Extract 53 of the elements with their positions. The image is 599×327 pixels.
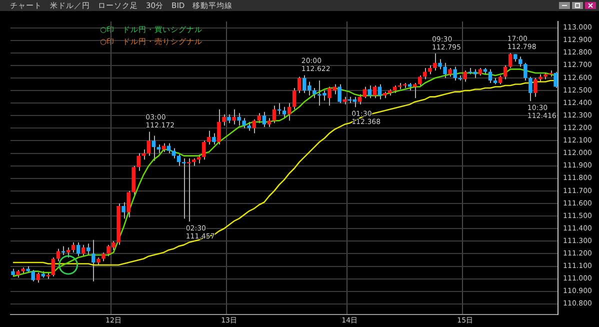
candlestick: [182, 158, 186, 220]
candlestick: [257, 112, 262, 124]
candlestick: [554, 71, 558, 89]
candlestick: [262, 111, 266, 128]
candlestick: [292, 88, 296, 110]
candlestick: [186, 158, 191, 222]
candlestick: [508, 52, 512, 68]
candlestick: [152, 135, 156, 162]
candlestick: [503, 64, 508, 80]
candlestick: [423, 67, 427, 80]
candlestick: [378, 84, 382, 100]
candlestick: [207, 130, 211, 146]
candlestick: [418, 74, 422, 86]
candlestick: [202, 140, 206, 160]
candlestick: [362, 86, 367, 99]
candlestick: [92, 239, 96, 282]
candlestick: [252, 118, 256, 134]
candlestick: [528, 76, 532, 102]
candlestick: [71, 242, 76, 253]
candlestick: [212, 132, 216, 146]
candlestick: [172, 148, 176, 159]
candlestick: [282, 106, 286, 119]
candlestick: [443, 62, 447, 78]
candlestick: [488, 68, 492, 84]
candlestick: [242, 118, 246, 129]
candlestick: [287, 102, 292, 122]
candlestick: [36, 272, 40, 284]
candlestick: [122, 202, 126, 220]
candlestick: [31, 270, 35, 282]
candlestick: [413, 82, 417, 99]
candlestick: [166, 142, 171, 154]
candlestick: [312, 88, 316, 99]
candlestick: [272, 105, 276, 124]
candlestick: [56, 248, 60, 262]
candlestick: [518, 56, 522, 68]
candlestick: [372, 85, 377, 99]
candlestick: [66, 246, 70, 258]
candlestick: [358, 94, 362, 105]
candlestick: [338, 84, 342, 104]
candlestick: [217, 108, 221, 146]
candlestick: [237, 112, 241, 126]
candlestick: [222, 114, 226, 126]
candlestick: [534, 77, 538, 98]
candlestick: [76, 242, 80, 257]
candlestick: [51, 256, 56, 277]
candlestick: [433, 53, 437, 71]
candlestick: [453, 66, 457, 81]
candlestick: [463, 70, 468, 82]
candlestick: [438, 58, 442, 70]
candlestick: [297, 76, 302, 94]
candlestick: [524, 62, 528, 81]
candlestick: [146, 131, 151, 156]
candlestick: [232, 108, 236, 125]
